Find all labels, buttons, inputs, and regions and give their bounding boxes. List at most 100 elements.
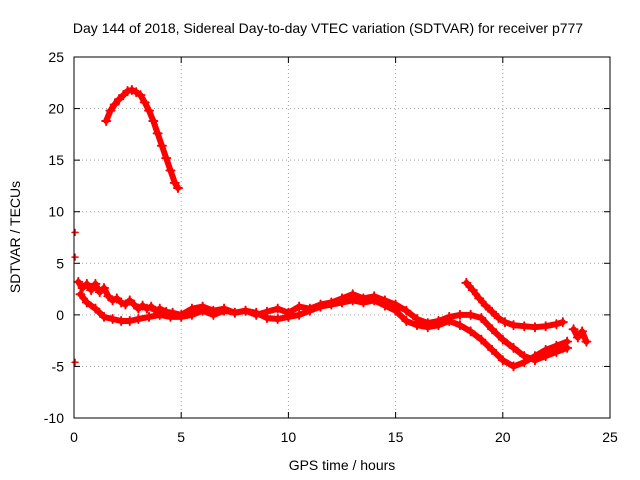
point-arc-high-17 [172, 182, 183, 193]
point-arc-high-8 [135, 90, 146, 101]
y-tick-label-4: 10 [48, 204, 64, 220]
point-arc-late-1 [467, 285, 478, 296]
point-tail-3 [581, 336, 592, 347]
point-main-upper-50 [476, 312, 487, 323]
point-arc-high-5 [122, 86, 133, 97]
point-main-lower-42 [508, 361, 519, 372]
plot-frame [73, 56, 611, 419]
point-arc-high-9 [139, 97, 150, 108]
point-main-lower-36 [444, 316, 455, 327]
point-main-lower-38 [465, 326, 476, 337]
point-arc-late-4 [487, 306, 498, 317]
y-tick-label-3: 5 [56, 255, 64, 271]
point-arc-high-13 [156, 140, 167, 151]
point-arc-late-8 [519, 321, 530, 332]
point-main-lower-32 [401, 316, 412, 327]
point-main-upper-2 [81, 278, 92, 289]
y-tick-label-5: 15 [48, 152, 64, 168]
point-main-lower-1 [81, 297, 92, 308]
point-main-upper-4 [90, 278, 101, 289]
point-main-upper-48 [454, 309, 465, 320]
point-main-lower-13 [197, 305, 208, 316]
point-main-upper-52 [497, 334, 508, 345]
point-arc-high-1 [105, 105, 116, 116]
x-tick-label-5: 25 [602, 429, 618, 445]
point-arc-high-2 [109, 99, 120, 110]
point-main-upper-43 [401, 305, 412, 316]
point-main-lower-0 [75, 289, 86, 300]
point-main-upper-13 [129, 299, 140, 310]
point-main-lower-5 [116, 316, 127, 327]
point-arc-late-0 [461, 277, 472, 288]
point-main-upper-31 [272, 303, 283, 314]
chart-title: Day 144 of 2018, Sidereal Day-to-day VTE… [73, 20, 583, 36]
data-series [71, 85, 592, 372]
point-main-lower-15 [219, 305, 230, 316]
point-main-lower-20 [272, 313, 283, 324]
point-main-lower-9 [154, 309, 165, 320]
point-arc-late-10 [540, 321, 551, 332]
point-main-upper-11 [120, 299, 131, 310]
point-main-lower-45 [540, 344, 551, 355]
point-main-lower-30 [379, 300, 390, 311]
point-main-lower-8 [144, 311, 155, 322]
point-main-lower-12 [186, 309, 197, 320]
point-main-upper-51 [487, 324, 498, 335]
y-tick-label-7: 25 [48, 49, 64, 65]
point-arc-late-3 [480, 300, 491, 311]
point-main-lower-29 [369, 295, 380, 306]
point-main-lower-44 [529, 351, 540, 362]
point-main-lower-39 [476, 334, 487, 345]
point-main-lower-31 [390, 305, 401, 316]
point-main-upper-17 [146, 301, 157, 312]
point-main-upper-53 [508, 342, 519, 353]
point-main-lower-16 [229, 307, 240, 318]
point-main-lower-23 [304, 305, 315, 316]
x-tick-label-3: 15 [388, 429, 404, 445]
point-arc-late-5 [493, 312, 504, 323]
point-main-lower-19 [261, 312, 272, 323]
isolated-point-0 [71, 228, 79, 237]
point-main-lower-11 [176, 311, 187, 322]
point-main-lower-43 [519, 357, 530, 368]
isolated-point-1 [71, 253, 79, 261]
x-axis-label: GPS time / hours [289, 457, 396, 473]
point-main-upper-3 [86, 285, 97, 296]
point-main-lower-40 [487, 344, 498, 355]
point-main-lower-22 [294, 309, 305, 320]
point-main-lower-46 [551, 340, 562, 351]
point-main-lower-2 [90, 303, 101, 314]
point-arc-high-0 [101, 115, 112, 126]
x-tick-label-0: 0 [70, 429, 78, 445]
x-tick-label-1: 5 [177, 429, 185, 445]
point-main-lower-33 [412, 320, 423, 331]
x-tick-label-4: 20 [495, 429, 511, 445]
point-arc-late-11 [551, 319, 562, 330]
point-arc-late-7 [508, 320, 519, 331]
point-main-upper-7 [103, 291, 114, 302]
point-main-lower-7 [133, 313, 144, 324]
point-main-upper-9 [111, 293, 122, 304]
y-tick-label-6: 20 [48, 101, 64, 117]
point-arc-late-9 [529, 322, 540, 333]
point-arc-high-16 [169, 177, 180, 188]
point-main-upper-5 [94, 287, 105, 298]
point-main-lower-37 [454, 320, 465, 331]
point-main-lower-14 [208, 309, 219, 320]
point-arc-high-4 [118, 90, 129, 101]
point-main-lower-6 [124, 316, 135, 327]
point-main-lower-41 [497, 355, 508, 366]
point-main-lower-24 [315, 301, 326, 312]
point-main-lower-3 [99, 311, 110, 322]
point-main-lower-28 [358, 297, 369, 308]
point-arc-late-2 [474, 293, 485, 304]
point-arc-high-15 [165, 165, 176, 176]
point-tail-0 [568, 324, 579, 335]
point-main-upper-0 [73, 276, 84, 287]
y-tick-label-0: -10 [44, 410, 64, 426]
point-tail-1 [572, 332, 583, 343]
point-main-lower-17 [240, 305, 251, 316]
point-main-lower-35 [433, 320, 444, 331]
y-tick-label-2: 0 [56, 307, 64, 323]
point-main-lower-18 [251, 307, 262, 318]
